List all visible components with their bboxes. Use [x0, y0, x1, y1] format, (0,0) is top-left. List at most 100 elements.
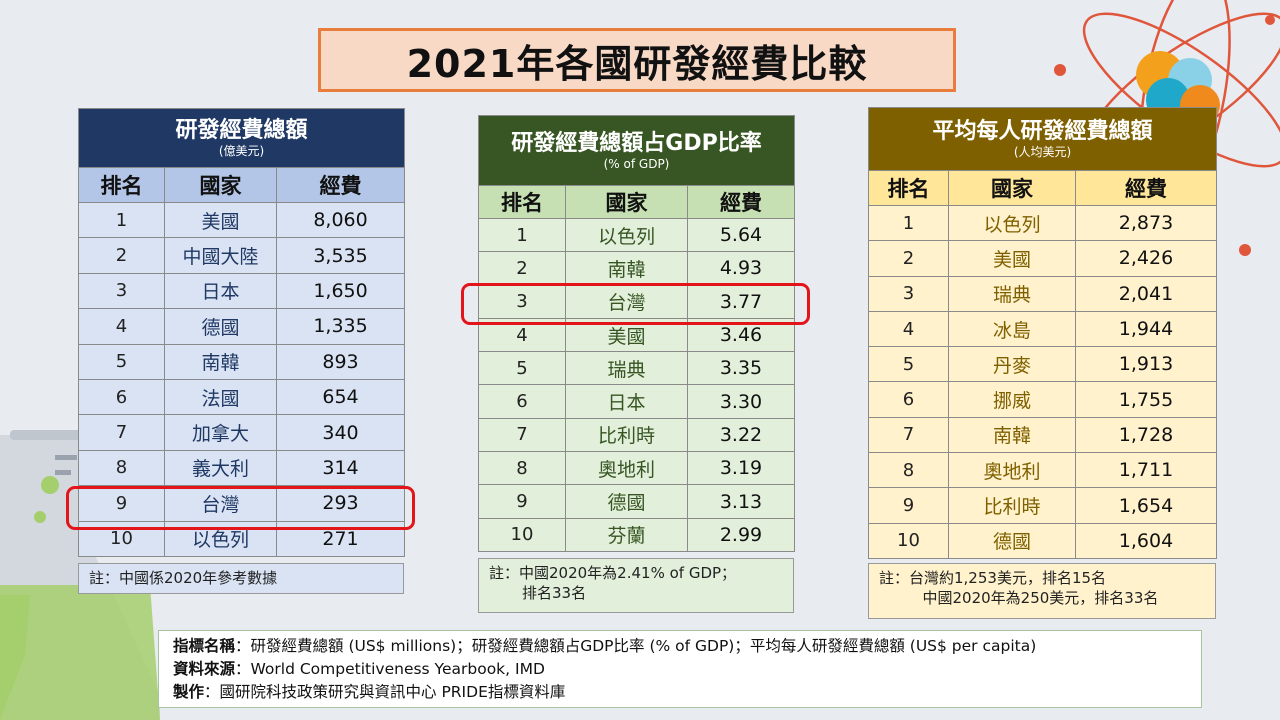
value-cell: 1,654	[1075, 487, 1217, 524]
table-row: 9 比利時 1,654	[868, 487, 1217, 524]
country-cell: 加拿大	[164, 414, 277, 451]
value-cell: 1,944	[1075, 310, 1217, 348]
col-header-value: 經費	[686, 185, 796, 219]
table-header: 研發經費總額 (億美元)	[77, 108, 406, 168]
country-cell: 南韓	[164, 343, 277, 380]
country-cell: 日本	[565, 384, 688, 419]
table-title: 研發經費總額占GDP比率	[511, 130, 762, 156]
rank-cell: 6	[868, 381, 949, 418]
country-cell: 義大利	[164, 449, 277, 487]
rank-cell: 9	[78, 485, 165, 522]
table-row: 3 瑞典 2,041	[868, 275, 1217, 312]
country-cell: 台灣	[565, 284, 688, 319]
country-cell: 美國	[948, 240, 1076, 277]
note-line: 註：中國2020年為2.41% of GDP；	[489, 564, 737, 582]
value-cell: 2,041	[1075, 275, 1217, 312]
rank-cell: 6	[78, 378, 165, 416]
country-cell: 中國大陸	[164, 237, 277, 274]
table-rd-per-capita: 平均每人研發經費總額 (人均美元) 排名 國家 經費 1 以色列 2,873 2 美國 2…	[868, 107, 1217, 559]
table-row: 8 奧地利 1,711	[868, 452, 1217, 489]
rank-cell: 9	[478, 484, 566, 519]
value-cell: 8,060	[275, 201, 406, 239]
value-cell: 314	[275, 449, 406, 487]
value-cell: 3,535	[275, 237, 406, 274]
rank-cell: 8	[868, 452, 949, 489]
col-header-rank: 排名	[868, 170, 949, 206]
note-line: 中國2020年為250美元，排名33名	[922, 589, 1159, 607]
country-cell: 瑞典	[565, 351, 688, 386]
country-cell: 南韓	[948, 416, 1076, 454]
rank-cell: 1	[478, 217, 566, 253]
maker-label: 製作	[173, 683, 205, 701]
table-row: 7 南韓 1,728	[868, 416, 1217, 454]
rank-cell: 5	[478, 351, 566, 386]
table-unit: (% of GDP)	[603, 156, 670, 171]
table-row: 5 瑞典 3.35	[478, 351, 796, 386]
table-row: 6 日本 3.30	[478, 384, 796, 419]
value-cell: 3.35	[686, 351, 796, 386]
table-rd-gdp-ratio: 研發經費總額占GDP比率 (% of GDP) 排名 國家 經費 1 以色列 5.6…	[477, 115, 796, 552]
value-cell: 340	[275, 414, 406, 451]
table-row: 5 南韓 893	[78, 343, 406, 380]
value-cell: 2.99	[686, 517, 796, 552]
table-row: 3 台灣 3.77	[478, 284, 796, 319]
value-cell: 1,604	[1075, 522, 1217, 559]
rank-cell: 5	[868, 346, 949, 383]
country-cell: 南韓	[565, 251, 688, 286]
col-header-country: 國家	[948, 170, 1076, 206]
rank-cell: 3	[78, 272, 165, 310]
rank-cell: 10	[78, 520, 165, 557]
table-rd-total: 研發經費總額 (億美元) 排名 國家 經費 1 美國 8,060 2 中國大陸 3,535…	[77, 108, 406, 557]
atom-icon	[1054, 0, 1280, 256]
rank-cell: 2	[868, 240, 949, 277]
rank-cell: 7	[868, 416, 949, 454]
table-row: 2 中國大陸 3,535	[78, 237, 406, 274]
rank-cell: 10	[478, 517, 566, 552]
taiwan-highlight-box	[461, 283, 810, 325]
maker-line: 製作：國研院科技政策研究與資訊中心 PRIDE指標資料庫	[173, 681, 1187, 704]
country-cell: 以色列	[164, 520, 277, 557]
table-row: 3 日本 1,650	[78, 272, 406, 310]
value-cell: 3.22	[686, 417, 796, 453]
country-cell: 冰島	[948, 310, 1076, 348]
country-cell: 日本	[164, 272, 277, 310]
country-cell: 德國	[565, 484, 688, 519]
table-unit: (人均美元)	[1013, 145, 1072, 159]
indicator-line: 指標名稱：研發經費總額 (US$ millions)；研發經費總額占GDP比率 …	[173, 635, 1187, 658]
rank-cell: 8	[478, 451, 566, 486]
source-label: 資料來源	[173, 660, 236, 678]
value-cell: 1,711	[1075, 452, 1217, 489]
table-header: 研發經費總額占GDP比率 (% of GDP)	[477, 115, 796, 186]
country-cell: 台灣	[164, 485, 277, 522]
country-cell: 以色列	[948, 204, 1076, 242]
rank-cell: 7	[478, 417, 566, 453]
table-row: 1 以色列 2,873	[868, 204, 1217, 242]
value-cell: 1,650	[275, 272, 406, 310]
value-cell: 5.64	[686, 217, 796, 253]
country-cell: 瑞典	[948, 275, 1076, 312]
table-row: 9 德國 3.13	[478, 484, 796, 519]
country-cell: 法國	[164, 378, 277, 416]
country-cell: 挪威	[948, 381, 1076, 418]
rank-cell: 2	[78, 237, 165, 274]
country-cell: 德國	[948, 522, 1076, 559]
taiwan-highlight-box	[66, 486, 415, 530]
table-row: 10 德國 1,604	[868, 522, 1217, 559]
value-cell: 3.77	[686, 284, 796, 319]
page-title: 2021年各國研發經費比較	[318, 28, 956, 92]
col-header-rank: 排名	[478, 185, 566, 219]
source-info-box: 指標名稱：研發經費總額 (US$ millions)；研發經費總額占GDP比率 …	[158, 630, 1202, 708]
table-row: 7 比利時 3.22	[478, 417, 796, 453]
source-text: ：World Competitiveness Yearbook, IMD	[235, 660, 545, 678]
country-cell: 比利時	[948, 487, 1076, 524]
value-cell: 1,335	[275, 308, 406, 345]
value-cell: 3.30	[686, 384, 796, 419]
table-row: 9 台灣 293	[78, 485, 406, 522]
rank-cell: 1	[78, 201, 165, 239]
table-row: 8 奧地利 3.19	[478, 451, 796, 486]
value-cell: 3.19	[686, 451, 796, 486]
note-line: 註：台灣約1,253美元，排名15名	[879, 569, 1107, 587]
col-header-value: 經費	[1075, 170, 1217, 206]
table-note: 註：中國係2020年參考數據	[78, 563, 404, 594]
country-cell: 德國	[164, 308, 277, 345]
